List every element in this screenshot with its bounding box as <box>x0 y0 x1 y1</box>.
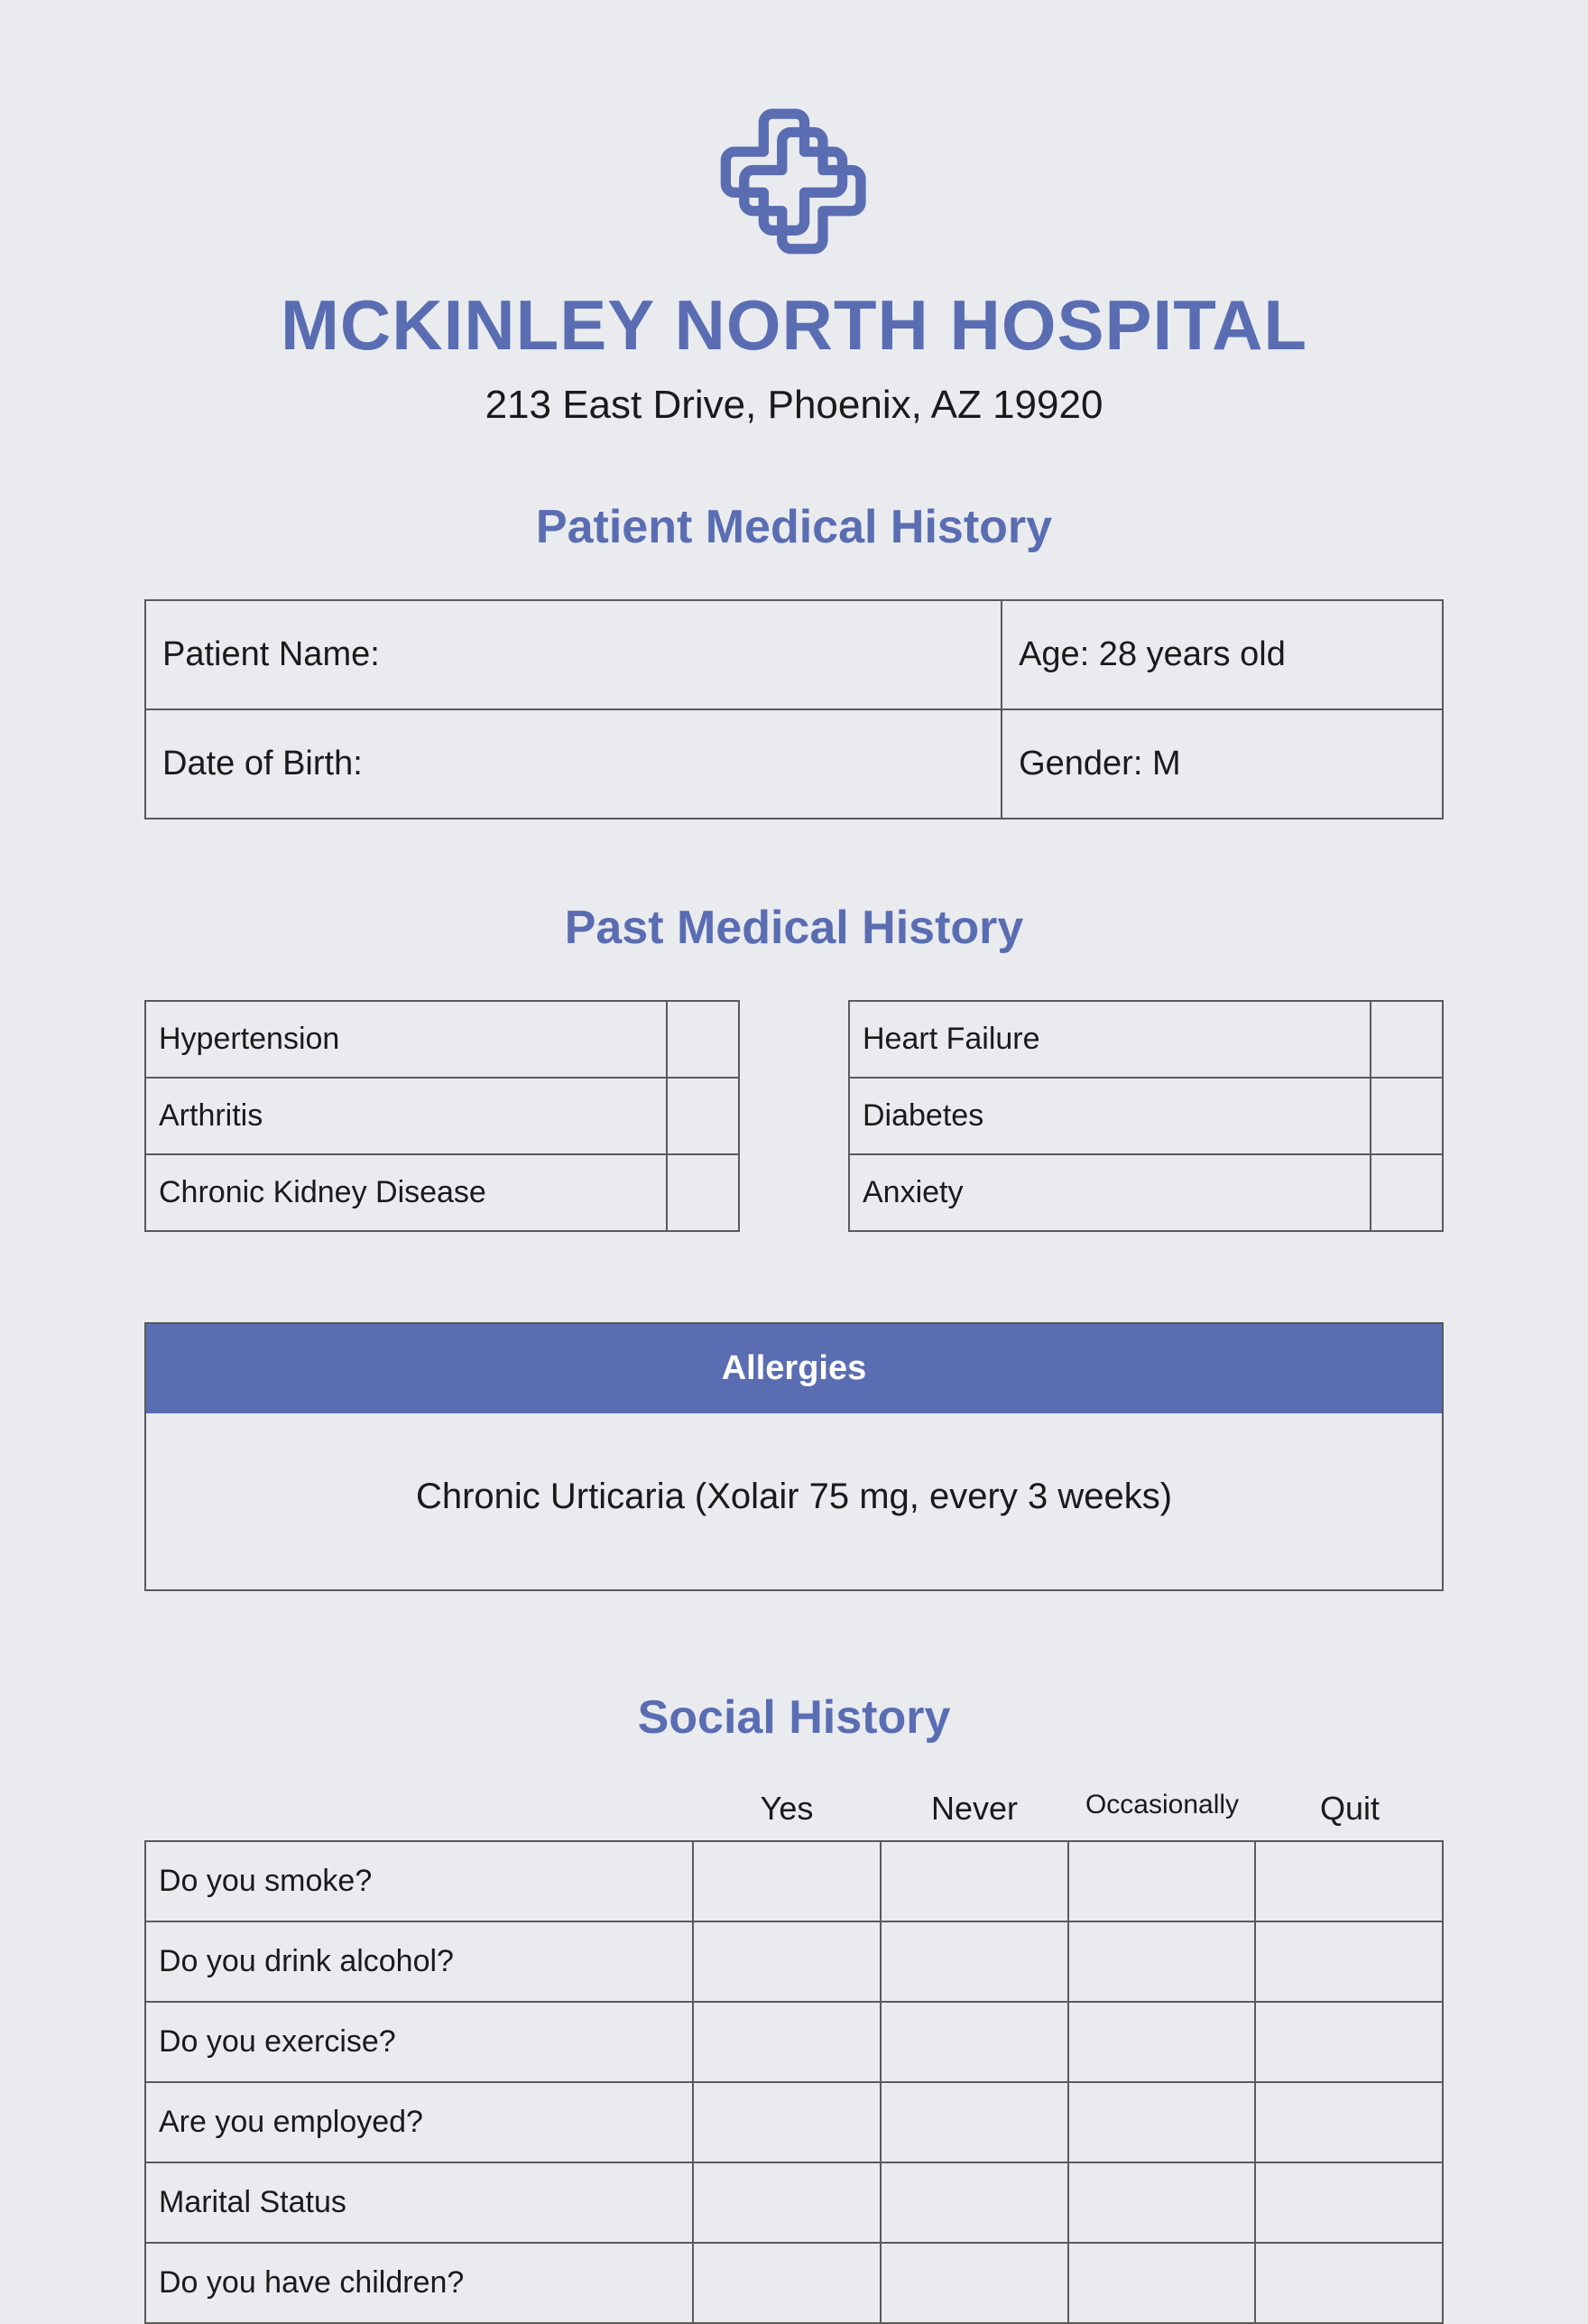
question-label: Do you have children? <box>145 2243 693 2323</box>
answer-checkbox[interactable] <box>881 2243 1068 2323</box>
answer-checkbox[interactable] <box>1068 2243 1256 2323</box>
table-row: Do you have children? <box>145 2243 1443 2323</box>
question-label: Do you drink alcohol? <box>145 1921 693 2002</box>
question-label: Do you smoke? <box>145 1841 693 1921</box>
past-medical-history-lists: Hypertension Arthritis Chronic Kidney Di… <box>144 1000 1444 1232</box>
condition-label: Arthritis <box>145 1078 667 1154</box>
condition-checkbox[interactable] <box>667 1078 739 1154</box>
question-label: Marital Status <box>145 2162 693 2243</box>
table-row: Marital Status <box>145 2162 1443 2243</box>
table-row: Hypertension <box>145 1001 739 1078</box>
condition-checkbox[interactable] <box>1371 1154 1443 1231</box>
table-row: Heart Failure <box>849 1001 1443 1078</box>
section-title-past-medical: Past Medical History <box>144 901 1444 955</box>
condition-checkbox[interactable] <box>1371 1078 1443 1154</box>
answer-checkbox[interactable] <box>693 1921 881 2002</box>
table-row: Arthritis <box>145 1078 739 1154</box>
answer-checkbox[interactable] <box>1255 2082 1443 2162</box>
cross-icon <box>717 108 871 262</box>
answer-checkbox[interactable] <box>1255 1921 1443 2002</box>
patient-age-cell[interactable]: Age: 28 years old <box>1002 600 1443 709</box>
column-header: Quit <box>1256 1790 1444 1828</box>
table-row: Patient Name: Age: 28 years old <box>145 600 1443 709</box>
allergies-header: Allergies <box>146 1324 1442 1413</box>
condition-checkbox[interactable] <box>667 1001 739 1078</box>
table-row: Are you employed? <box>145 2082 1443 2162</box>
patient-name-cell[interactable]: Patient Name: <box>145 600 1002 709</box>
table-row: Do you exercise? <box>145 2002 1443 2082</box>
question-label: Do you exercise? <box>145 2002 693 2082</box>
patient-gender-cell[interactable]: Gender: M <box>1002 709 1443 819</box>
answer-checkbox[interactable] <box>1068 1921 1256 2002</box>
answer-checkbox[interactable] <box>1255 2002 1443 2082</box>
patient-dob-cell[interactable]: Date of Birth: <box>145 709 1002 819</box>
social-history-headers: Yes Never Occasionally Quit <box>144 1790 1444 1828</box>
answer-checkbox[interactable] <box>1255 1841 1443 1921</box>
answer-checkbox[interactable] <box>1255 2162 1443 2243</box>
answer-checkbox[interactable] <box>1068 1841 1256 1921</box>
answer-checkbox[interactable] <box>693 2162 881 2243</box>
allergies-box: Allergies Chronic Urticaria (Xolair 75 m… <box>144 1322 1444 1591</box>
section-title-patient-history: Patient Medical History <box>144 500 1444 554</box>
answer-checkbox[interactable] <box>1068 2002 1256 2082</box>
condition-label: Chronic Kidney Disease <box>145 1154 667 1231</box>
condition-checkbox[interactable] <box>1371 1001 1443 1078</box>
section-title-social-history: Social History <box>144 1690 1444 1745</box>
table-row: Anxiety <box>849 1154 1443 1231</box>
answer-checkbox[interactable] <box>1068 2082 1256 2162</box>
social-history-table: Do you smoke? Do you drink alcohol? Do y… <box>144 1840 1444 2324</box>
answer-checkbox[interactable] <box>1068 2162 1256 2243</box>
answer-checkbox[interactable] <box>693 2082 881 2162</box>
table-row: Chronic Kidney Disease <box>145 1154 739 1231</box>
answer-checkbox[interactable] <box>1255 2243 1443 2323</box>
condition-checkbox[interactable] <box>667 1154 739 1231</box>
answer-checkbox[interactable] <box>693 2243 881 2323</box>
hospital-logo <box>144 108 1444 266</box>
table-row: Date of Birth: Gender: M <box>145 709 1443 819</box>
condition-label: Anxiety <box>849 1154 1371 1231</box>
question-label: Are you employed? <box>145 2082 693 2162</box>
column-header: Yes <box>693 1790 881 1828</box>
answer-checkbox[interactable] <box>693 1841 881 1921</box>
pmh-right-table: Heart Failure Diabetes Anxiety <box>848 1000 1444 1232</box>
table-row: Do you drink alcohol? <box>145 1921 1443 2002</box>
table-row: Diabetes <box>849 1078 1443 1154</box>
answer-checkbox[interactable] <box>881 1841 1068 1921</box>
condition-label: Diabetes <box>849 1078 1371 1154</box>
answer-checkbox[interactable] <box>693 2002 881 2082</box>
pmh-left-table: Hypertension Arthritis Chronic Kidney Di… <box>144 1000 740 1232</box>
answer-checkbox[interactable] <box>881 2082 1068 2162</box>
condition-label: Heart Failure <box>849 1001 1371 1078</box>
condition-label: Hypertension <box>145 1001 667 1078</box>
answer-checkbox[interactable] <box>881 1921 1068 2002</box>
answer-checkbox[interactable] <box>881 2002 1068 2082</box>
patient-info-table: Patient Name: Age: 28 years old Date of … <box>144 599 1444 819</box>
answer-checkbox[interactable] <box>881 2162 1068 2243</box>
hospital-name: MCKINLEY NORTH HOSPITAL <box>144 284 1444 366</box>
column-header: Never <box>881 1790 1068 1828</box>
column-header: Occasionally <box>1068 1790 1256 1828</box>
table-row: Do you smoke? <box>145 1841 1443 1921</box>
allergies-content: Chronic Urticaria (Xolair 75 mg, every 3… <box>146 1413 1442 1589</box>
hospital-address: 213 East Drive, Phoenix, AZ 19920 <box>144 383 1444 428</box>
